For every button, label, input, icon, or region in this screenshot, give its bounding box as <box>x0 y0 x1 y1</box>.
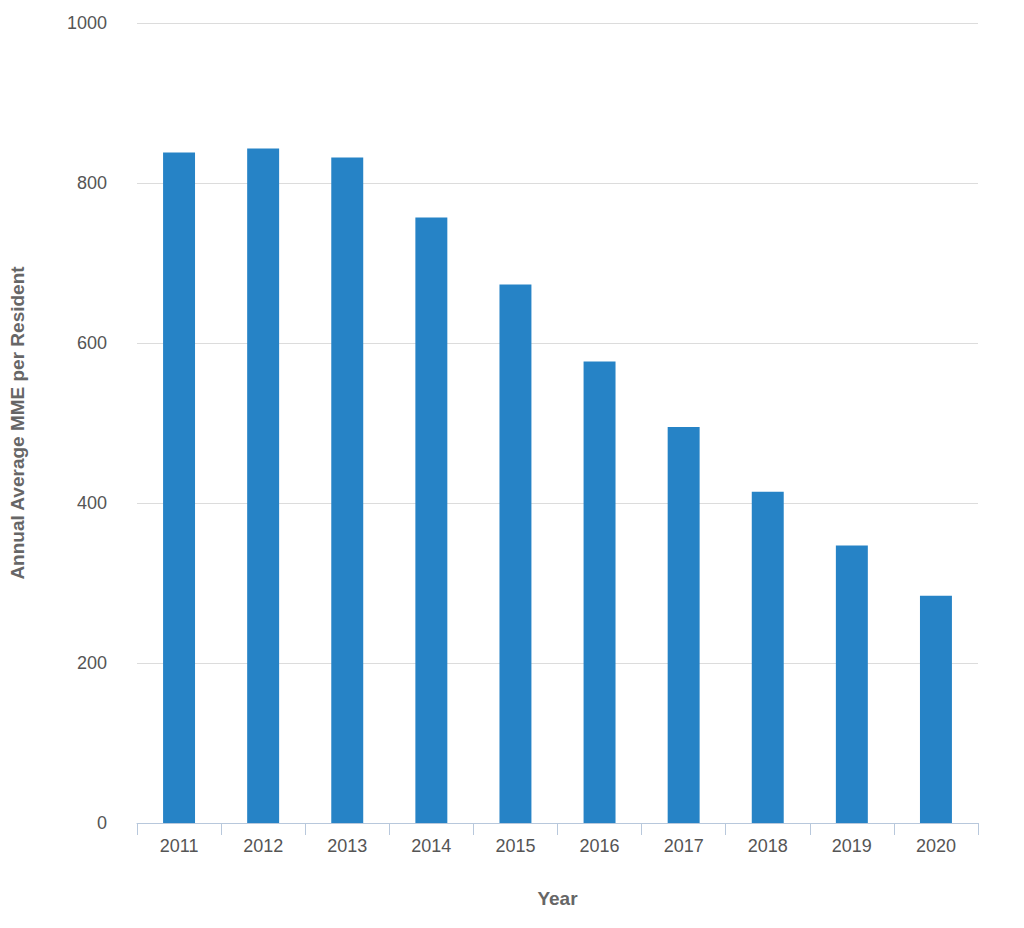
svg-text:2013: 2013 <box>327 836 367 856</box>
svg-text:2014: 2014 <box>411 836 451 856</box>
svg-text:2020: 2020 <box>916 836 956 856</box>
svg-text:2012: 2012 <box>243 836 283 856</box>
svg-text:2015: 2015 <box>495 836 535 856</box>
svg-text:2017: 2017 <box>664 836 704 856</box>
svg-text:2019: 2019 <box>832 836 872 856</box>
svg-text:600: 600 <box>77 333 107 353</box>
svg-text:2016: 2016 <box>580 836 620 856</box>
svg-text:800: 800 <box>77 173 107 193</box>
svg-text:400: 400 <box>77 493 107 513</box>
svg-text:Year: Year <box>537 888 578 909</box>
svg-text:Annual Average MME per Residen: Annual Average MME per Resident <box>7 266 28 580</box>
svg-text:2011: 2011 <box>160 836 199 856</box>
svg-text:1000: 1000 <box>67 13 107 33</box>
svg-text:0: 0 <box>97 813 107 833</box>
svg-text:200: 200 <box>77 653 107 673</box>
svg-text:2018: 2018 <box>748 836 788 856</box>
